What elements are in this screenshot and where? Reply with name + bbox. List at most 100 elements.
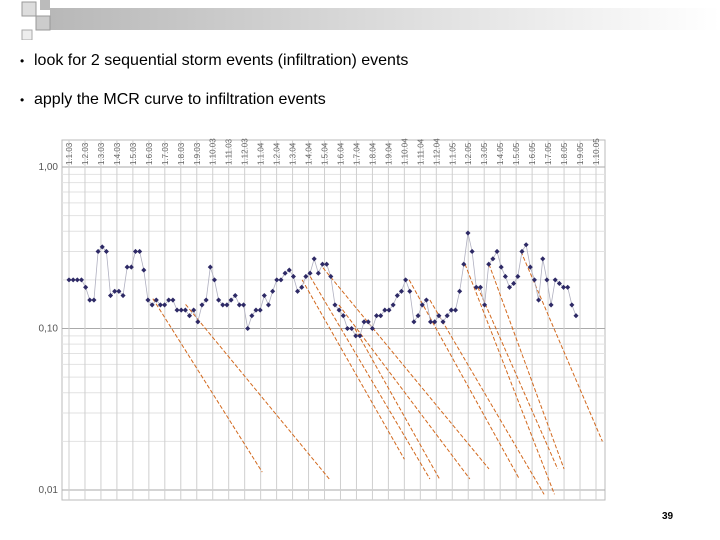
x-tick-label: 1.8.05 (560, 142, 569, 165)
data-point (78, 277, 85, 283)
x-tick-label: 1.3.05 (480, 142, 489, 165)
data-point (307, 270, 313, 276)
mcr-line (354, 328, 440, 480)
data-point (378, 313, 384, 319)
data-point (120, 292, 126, 299)
x-tick-label: 1.1.04 (257, 142, 266, 165)
x-tick-label: 1.9.05 (576, 142, 585, 165)
data-point (87, 297, 93, 303)
data-point (265, 302, 272, 308)
data-point (112, 288, 118, 294)
mcr-line (520, 251, 603, 442)
data-point (199, 302, 205, 308)
x-tick-label: 1.6.03 (145, 142, 154, 165)
data-point (303, 273, 309, 280)
bullet: • apply the MCR curve to infiltration eve… (20, 91, 326, 108)
data-point (452, 307, 459, 313)
data-point (149, 302, 155, 308)
data-point (419, 302, 425, 308)
data-point (411, 319, 417, 325)
data-point (103, 248, 109, 254)
data-point (540, 256, 546, 262)
mcr-line (488, 264, 565, 470)
data-point (211, 277, 217, 283)
data-point (415, 313, 421, 319)
data-point (324, 261, 330, 267)
data-point (232, 292, 238, 299)
data-point (295, 288, 301, 294)
x-tick-label: 1.5.05 (512, 142, 521, 165)
data-point (336, 307, 342, 313)
data-point (132, 248, 139, 254)
data-point (240, 302, 247, 308)
data-point (274, 277, 280, 283)
data-point (448, 307, 454, 313)
data-point (311, 256, 317, 262)
data-point (249, 313, 255, 319)
data-point (428, 319, 434, 325)
plot-area (61, 139, 606, 501)
mcr-line (152, 298, 263, 473)
mcr-line (322, 267, 490, 470)
data-point (141, 267, 147, 273)
x-tick-label: 1.10.03 (209, 138, 218, 165)
bullet: • look for 2 sequential storm events (inf… (20, 52, 409, 69)
data-point (407, 288, 413, 294)
data-point (432, 319, 438, 325)
x-tick-label: 1.12.03 (241, 138, 250, 165)
data-point (220, 302, 226, 308)
data-point (191, 307, 197, 313)
x-tick-label: 1.2.05 (464, 142, 473, 165)
data-point (91, 297, 97, 303)
data-point (116, 288, 122, 294)
x-tick-label: 1.1.03 (65, 142, 74, 165)
data-point (224, 302, 230, 308)
data-point (145, 297, 151, 303)
data-point (328, 273, 334, 280)
data-point (195, 319, 201, 325)
x-tick-label: 1.7.05 (544, 142, 553, 165)
data-point (369, 325, 375, 332)
data-point (482, 302, 488, 308)
data-point (473, 284, 479, 290)
data-point (70, 277, 76, 283)
data-point (527, 264, 533, 270)
data-point (245, 325, 251, 332)
data-point (403, 277, 409, 283)
data-point (137, 248, 143, 254)
data-point (282, 270, 288, 276)
y-tick-label: 0,01 (39, 485, 59, 496)
data-point (286, 267, 292, 273)
data-point (340, 313, 346, 319)
data-point (157, 302, 163, 308)
data-point (290, 273, 296, 280)
data-point (170, 297, 176, 303)
x-tick-label: 1.6.04 (336, 142, 345, 165)
data-point (477, 284, 483, 290)
data-point (153, 297, 159, 303)
x-tick-label: 1.9.03 (193, 142, 202, 165)
x-tick-label: 1.7.03 (161, 142, 170, 165)
data-point (182, 307, 188, 313)
x-tick-label: 1.11.03 (225, 138, 234, 165)
data-point (319, 261, 326, 267)
mcr-line (464, 264, 555, 495)
data-point (332, 302, 338, 308)
x-tick-label: 1.2.04 (273, 142, 282, 165)
data-point (315, 270, 321, 276)
x-tick-label: 1.3.04 (289, 142, 298, 165)
data-point (436, 313, 442, 319)
data-point (174, 307, 180, 313)
data-point (498, 264, 504, 270)
data-point (349, 325, 355, 332)
data-point (99, 244, 105, 250)
data-point (270, 288, 276, 294)
x-tick-label: 1.8.03 (177, 142, 186, 165)
data-point (382, 307, 388, 313)
mcr-line (408, 279, 520, 480)
y-tick-label: 1,00 (39, 162, 59, 173)
data-point (344, 325, 350, 332)
data-point (486, 261, 492, 267)
mcr-line (301, 279, 405, 460)
